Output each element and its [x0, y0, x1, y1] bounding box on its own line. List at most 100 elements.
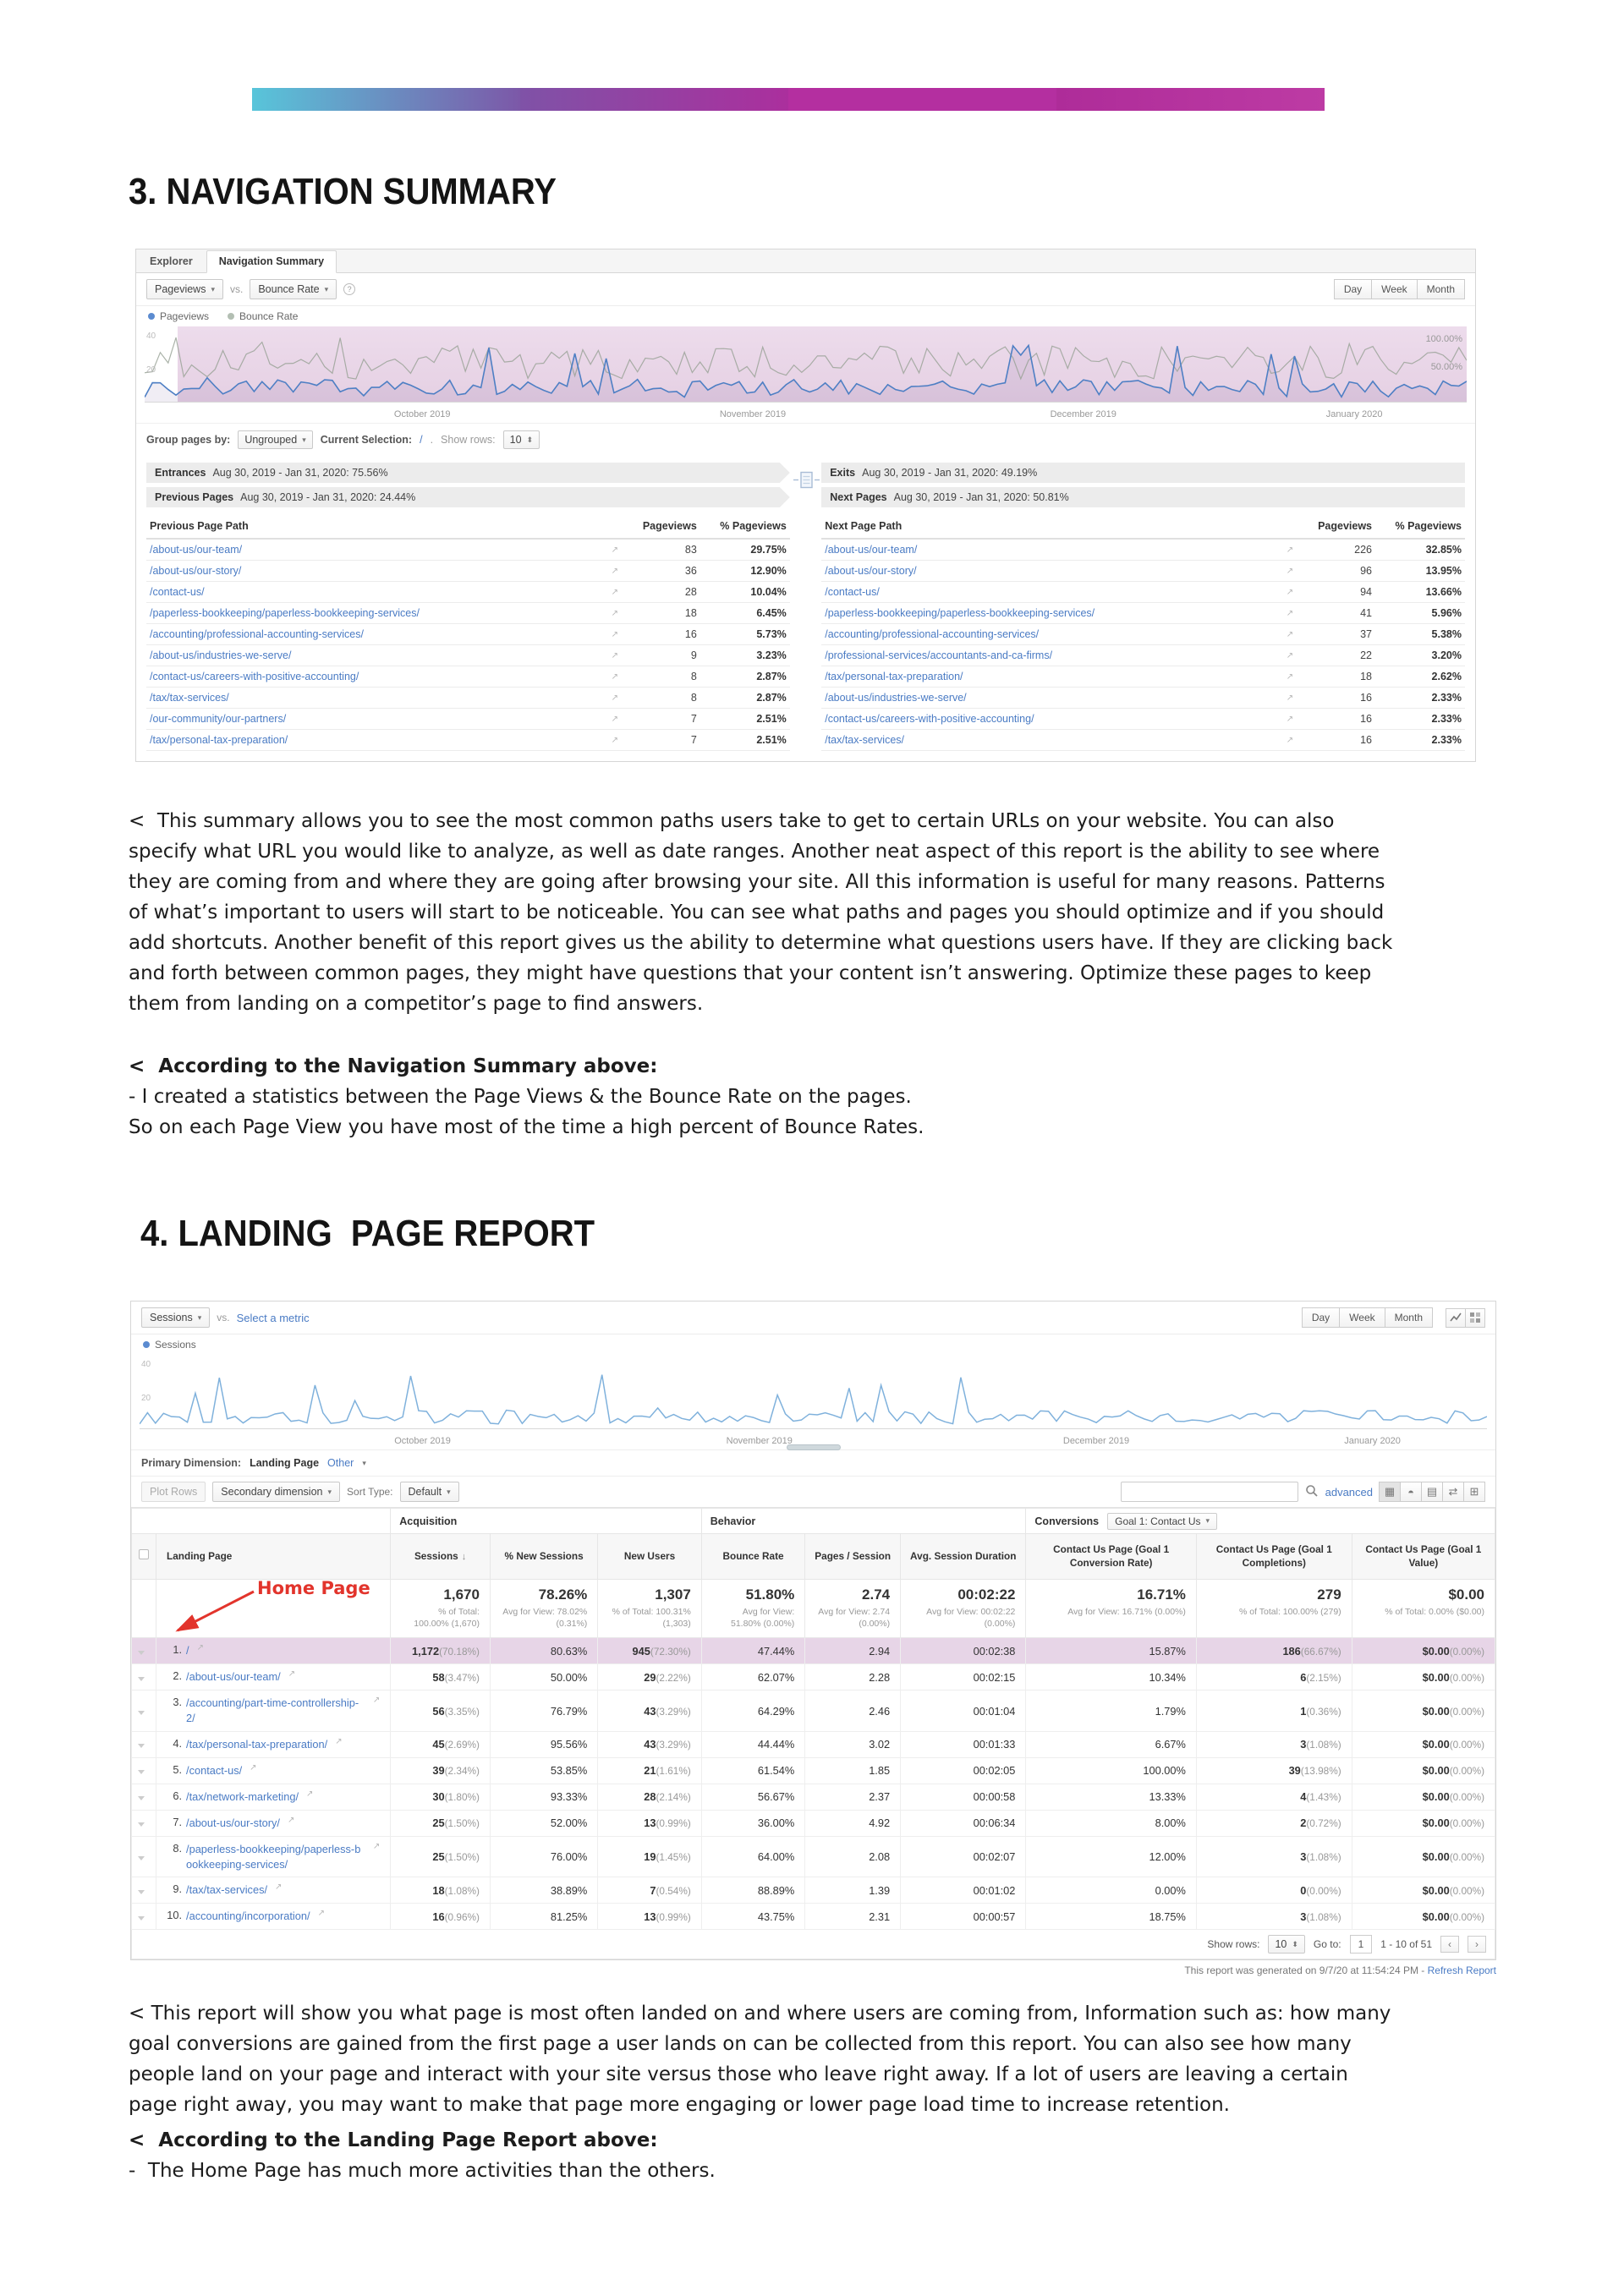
page-path-link[interactable]: /our-community/our-partners/: [150, 713, 287, 725]
comparison-view-icon[interactable]: ⇄: [1442, 1482, 1464, 1502]
col-value[interactable]: Contact Us Page (Goal 1 Value): [1351, 1533, 1496, 1580]
external-link-icon[interactable]: ↗: [1286, 545, 1294, 555]
page-path-link[interactable]: /about-us/our-team/: [150, 544, 243, 556]
page-path-link[interactable]: /about-us/industries-we-serve/: [825, 692, 967, 704]
external-link-icon[interactable]: ↗: [1286, 587, 1294, 597]
row-expand-icon[interactable]: [138, 1822, 145, 1827]
page-path-link[interactable]: /about-us/industries-we-serve/: [150, 649, 292, 661]
landing-page-link[interactable]: /accounting/incorporation/: [186, 1910, 310, 1923]
performance-view-icon[interactable]: ▤: [1421, 1482, 1443, 1502]
page-path-link[interactable]: /contact-us/careers-with-positive-accoun…: [825, 713, 1034, 725]
line-chart-toggle-icon[interactable]: [1446, 1307, 1466, 1328]
external-link-icon[interactable]: ↗: [372, 1696, 381, 1706]
row-expand-icon[interactable]: [138, 1744, 145, 1749]
metric1-dropdown[interactable]: Pageviews ▾: [146, 279, 223, 299]
page-path-link[interactable]: /tax/tax-services/: [825, 734, 904, 746]
month-button[interactable]: Month: [1384, 1307, 1433, 1328]
external-link-icon[interactable]: ↗: [1286, 566, 1294, 576]
page-path-link[interactable]: /paperless-bookkeeping/paperless-bookkee…: [825, 607, 1095, 619]
row-expand-icon[interactable]: [138, 1676, 145, 1681]
external-link-icon[interactable]: ↗: [1286, 693, 1294, 703]
col-landing-page[interactable]: Landing Page: [156, 1533, 392, 1580]
timeline-scrubber[interactable]: [786, 1444, 841, 1450]
sort-type-button[interactable]: Default ▾: [399, 1482, 459, 1502]
page-path-link[interactable]: /accounting/professional-accounting-serv…: [825, 628, 1040, 640]
external-link-icon[interactable]: ↗: [611, 650, 618, 660]
col-new-users[interactable]: New Users: [597, 1533, 702, 1580]
metric1-dropdown[interactable]: Sessions ▾: [141, 1307, 211, 1328]
external-link-icon[interactable]: ↗: [611, 587, 618, 597]
plot-rows-button[interactable]: Plot Rows: [141, 1482, 206, 1502]
advanced-link[interactable]: advanced: [1325, 1485, 1373, 1499]
next-page-button[interactable]: ›: [1468, 1936, 1486, 1954]
external-link-icon[interactable]: ↗: [611, 566, 618, 576]
goal-selector-dropdown[interactable]: Goal 1: Contact Us ▾: [1107, 1512, 1218, 1530]
external-link-icon[interactable]: ↗: [196, 1643, 204, 1653]
refresh-report-link[interactable]: Refresh Report: [1427, 1964, 1496, 1977]
secondary-dimension-button[interactable]: Secondary dimension ▾: [212, 1482, 341, 1502]
group-pages-select[interactable]: Ungrouped ▾: [238, 430, 313, 449]
dimension-other-link[interactable]: Other: [327, 1457, 354, 1469]
col-next-page-path[interactable]: Next Page Path: [821, 514, 1276, 540]
row-expand-icon[interactable]: [138, 1796, 145, 1801]
current-selection-link[interactable]: /: [420, 434, 423, 446]
search-input[interactable]: [1120, 1482, 1298, 1502]
page-path-link[interactable]: /tax/tax-services/: [150, 692, 229, 704]
external-link-icon[interactable]: ↗: [611, 671, 618, 682]
page-path-link[interactable]: /contact-us/: [150, 586, 205, 598]
page-path-link[interactable]: /contact-us/careers-with-positive-accoun…: [150, 671, 359, 682]
page-path-link[interactable]: /tax/personal-tax-preparation/: [150, 734, 288, 746]
landing-page-link[interactable]: /contact-us/: [186, 1763, 243, 1777]
landing-page-link[interactable]: /accounting/part-time-controllership-2/: [186, 1696, 359, 1725]
external-link-icon[interactable]: ↗: [611, 629, 618, 639]
row-expand-icon[interactable]: [138, 1856, 145, 1860]
external-link-icon[interactable]: ↗: [306, 1789, 314, 1799]
select-all-checkbox[interactable]: [139, 1549, 149, 1560]
metric2-dropdown[interactable]: Bounce Rate ▾: [250, 279, 337, 299]
chart-plot[interactable]: 40 20: [140, 1355, 1487, 1429]
col-pct-pageviews[interactable]: % Pageviews: [1375, 514, 1465, 540]
week-button[interactable]: Week: [1339, 1307, 1385, 1328]
help-icon[interactable]: ?: [343, 283, 356, 295]
landing-page-link[interactable]: /paperless-bookkeeping/paperless-bookkee…: [186, 1842, 361, 1871]
col-pageviews[interactable]: Pageviews: [1301, 514, 1375, 540]
external-link-icon[interactable]: ↗: [275, 1882, 283, 1893]
row-expand-icon[interactable]: [138, 1710, 145, 1715]
select-metric-link[interactable]: Select a metric: [236, 1311, 310, 1324]
dimension-landing-page[interactable]: Landing Page: [250, 1457, 320, 1469]
external-link-icon[interactable]: ↗: [611, 693, 618, 703]
col-previous-page-path[interactable]: Previous Page Path: [146, 514, 601, 540]
page-path-link[interactable]: /contact-us/: [825, 586, 880, 598]
external-link-icon[interactable]: ↗: [1286, 671, 1294, 682]
row-expand-icon[interactable]: [138, 1915, 145, 1921]
external-link-icon[interactable]: ↗: [611, 608, 618, 618]
col-pageviews[interactable]: Pageviews: [625, 514, 700, 540]
show-rows-select[interactable]: 10 ⬍: [1268, 1935, 1305, 1954]
landing-page-link[interactable]: /tax/personal-tax-preparation/: [186, 1737, 328, 1751]
external-link-icon[interactable]: ↗: [1286, 650, 1294, 660]
prev-page-button[interactable]: ‹: [1440, 1936, 1459, 1954]
landing-page-link[interactable]: /tax/network-marketing/: [186, 1789, 299, 1803]
page-path-link[interactable]: /tax/personal-tax-preparation/: [825, 671, 963, 682]
goto-page-input[interactable]: 1: [1349, 1935, 1373, 1954]
external-link-icon[interactable]: ↗: [611, 714, 618, 724]
page-path-link[interactable]: /about-us/our-team/: [825, 544, 918, 556]
navigation-chart[interactable]: 40 20 100.00% 50.00% October 2019 Novemb…: [145, 326, 1467, 421]
page-path-link[interactable]: /professional-services/accountants-and-c…: [825, 649, 1053, 661]
external-link-icon[interactable]: ↗: [288, 1669, 296, 1680]
day-button[interactable]: Day: [1301, 1307, 1341, 1328]
row-expand-icon[interactable]: [138, 1650, 145, 1655]
search-icon[interactable]: [1305, 1484, 1319, 1500]
external-link-icon[interactable]: ↗: [372, 1841, 381, 1851]
row-expand-icon[interactable]: [138, 1770, 145, 1775]
landing-page-link[interactable]: /tax/tax-services/: [186, 1883, 268, 1897]
external-link-icon[interactable]: ↗: [1286, 608, 1294, 618]
col-pages-session[interactable]: Pages / Session: [804, 1533, 902, 1580]
external-link-icon[interactable]: ↗: [611, 545, 618, 555]
page-path-link[interactable]: /about-us/our-story/: [825, 565, 917, 577]
col-session-duration[interactable]: Avg. Session Duration: [900, 1533, 1027, 1580]
row-expand-icon[interactable]: [138, 1889, 145, 1894]
month-button[interactable]: Month: [1416, 279, 1465, 299]
tab-explorer[interactable]: Explorer: [150, 255, 193, 267]
table-view-icon[interactable]: ▦: [1379, 1482, 1401, 1502]
